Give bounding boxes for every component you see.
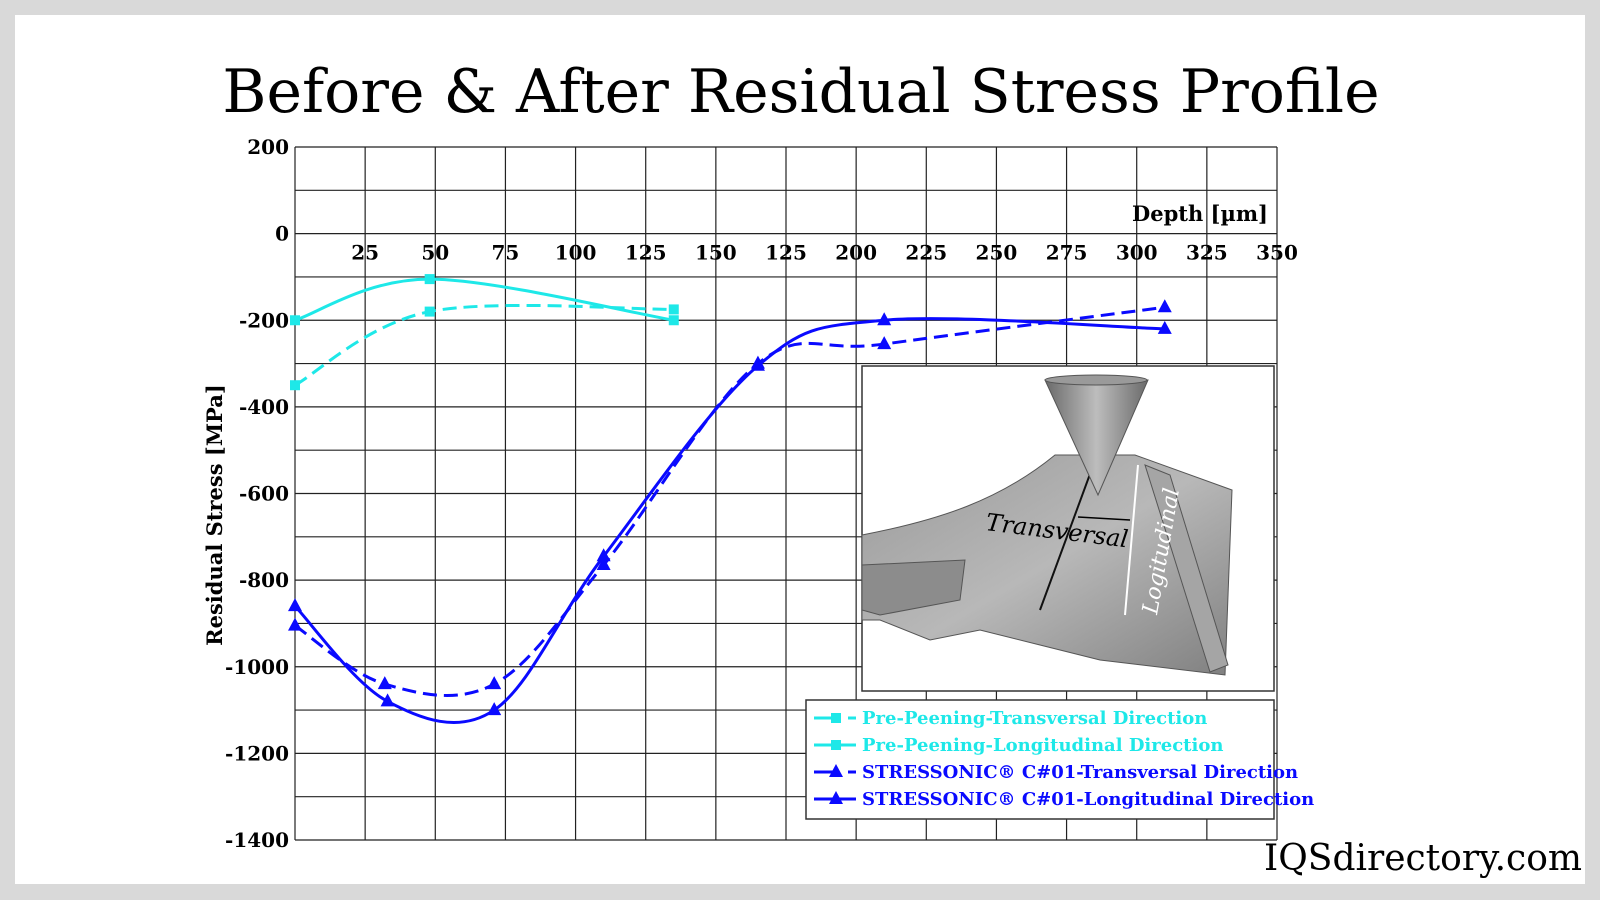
x-tick-label: 250 — [976, 241, 1018, 265]
series-layer — [288, 274, 1172, 724]
data-point — [877, 336, 892, 350]
series-2 — [290, 274, 679, 326]
x-tick-label: 100 — [555, 241, 597, 265]
watermark: IQSdirectory.com — [1264, 838, 1582, 879]
legend-label: Pre-Peening-Longitudinal Direction — [862, 735, 1223, 756]
y-tick-label: 200 — [247, 135, 289, 159]
x-tick-label: 225 — [905, 241, 947, 265]
x-tick-label: 325 — [1186, 241, 1228, 265]
x-axis-label: Depth [µm] — [1132, 201, 1268, 226]
y-tick-label: 0 — [275, 222, 289, 246]
data-point — [750, 357, 765, 371]
x-tick-label: 125 — [765, 241, 807, 265]
chart-title: Before & After Residual Stress Profile — [222, 57, 1379, 127]
y-tick-label: -1400 — [225, 828, 289, 852]
data-point — [668, 304, 679, 315]
data-point — [596, 548, 611, 562]
x-tick-label: 50 — [421, 241, 449, 265]
y-tick-label: -1000 — [225, 655, 289, 679]
x-axis-ticks: 25 50 75 100 125 150 125 200 225 250 275 300 325 350 — [351, 241, 1298, 265]
x-tick-label: 75 — [492, 241, 520, 265]
x-tick-label: 150 — [695, 241, 737, 265]
y-tick-label: -400 — [239, 395, 289, 419]
x-tick-label: 300 — [1116, 241, 1158, 265]
legend-marker — [829, 791, 843, 804]
data-point — [596, 556, 611, 570]
data-point — [288, 617, 302, 631]
y-axis-ticks: 200 0 -200 -400 -600 -800 -1000 -1200 -1400 — [225, 135, 289, 852]
data-point — [290, 380, 300, 391]
series-line — [293, 317, 1165, 724]
data-point — [877, 312, 892, 326]
series-1 — [290, 303, 679, 391]
data-point — [1157, 320, 1172, 334]
legend-item: STRESSONIC® C#01-Longitudinal Direction — [814, 789, 1314, 810]
series-line — [294, 305, 1165, 697]
series-line — [294, 277, 675, 322]
y-tick-label: -1200 — [225, 741, 289, 765]
data-point — [668, 315, 679, 326]
legend-item: STRESSONIC® C#01-Transversal Direction — [814, 762, 1298, 783]
legend-item: Pre-Peening-Transversal Direction — [814, 708, 1207, 729]
x-tick-label: 350 — [1256, 241, 1298, 265]
inset-illustration: Transversal Logitudinal — [861, 365, 1275, 692]
data-point — [487, 676, 502, 690]
legend-label: Pre-Peening-Transversal Direction — [862, 708, 1207, 729]
x-tick-label: 200 — [835, 241, 877, 265]
legend-item: Pre-Peening-Longitudinal Direction — [814, 735, 1223, 756]
y-tick-label: -600 — [239, 482, 289, 506]
x-tick-label: 125 — [625, 241, 667, 265]
data-point — [290, 315, 300, 326]
x-tick-label: 275 — [1046, 241, 1088, 265]
data-point — [1157, 299, 1172, 313]
chart-frame — [15, 15, 1585, 884]
series-4 — [288, 312, 1172, 724]
data-point — [487, 702, 502, 716]
legend-label: STRESSONIC® C#01-Transversal Direction — [862, 762, 1298, 783]
series-3 — [288, 299, 1172, 697]
legend-label: STRESSONIC® C#01-Longitudinal Direction — [862, 789, 1314, 810]
y-axis-label: Residual Stress [MPa] — [202, 384, 227, 646]
data-point — [424, 274, 435, 285]
y-tick-label: -200 — [239, 308, 289, 332]
x-tick-label: 25 — [351, 241, 379, 265]
data-point — [288, 598, 302, 612]
legend: Pre-Peening-Transversal Direction Pre-Pee… — [805, 699, 1314, 820]
series-line — [294, 303, 674, 387]
legend-marker — [829, 764, 843, 777]
y-tick-label: -800 — [239, 568, 289, 592]
legend-marker — [831, 740, 841, 750]
data-point — [380, 693, 395, 707]
legend-marker — [831, 713, 841, 723]
data-point — [377, 676, 392, 690]
data-point — [424, 306, 435, 317]
